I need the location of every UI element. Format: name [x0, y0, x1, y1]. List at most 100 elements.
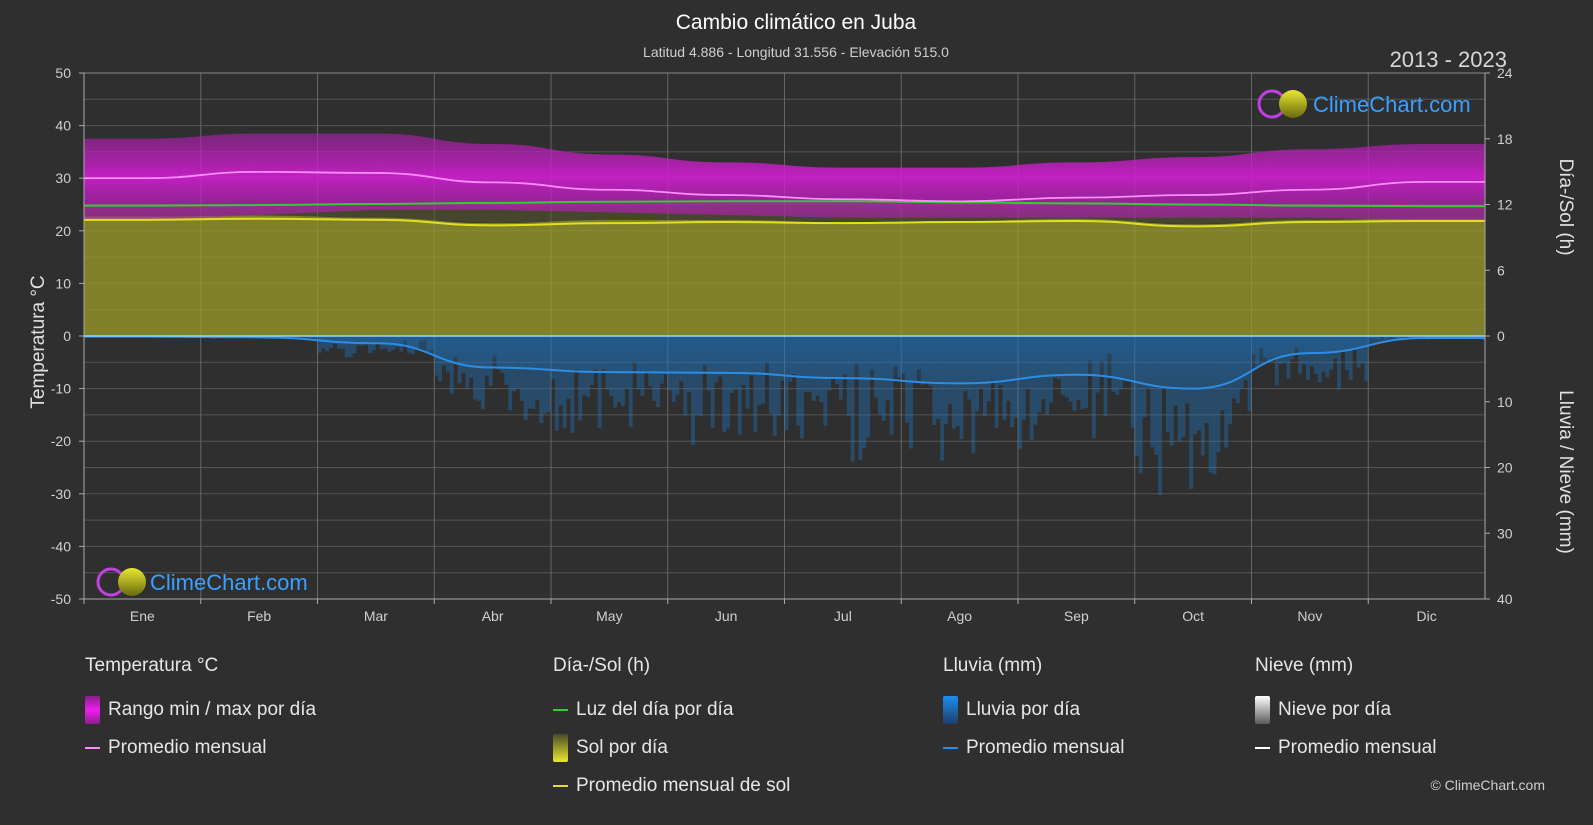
rain-bar — [1134, 336, 1139, 457]
rain-bar — [823, 336, 828, 426]
month-label: Sep — [1064, 608, 1089, 624]
left-tick-label: -10 — [51, 381, 71, 397]
rain-mean-area — [84, 336, 1485, 389]
rain-bar — [1325, 336, 1330, 378]
rain-bar — [971, 336, 976, 454]
legend-label: Promedio mensual de sol — [576, 775, 791, 796]
logo-bottom-left: ClimeChart.com — [96, 567, 308, 597]
rain-bar — [1348, 336, 1353, 380]
legend-item-temp-range: Rango min / max por día — [85, 691, 316, 729]
rain-bar — [1321, 336, 1326, 372]
month-label: Feb — [247, 608, 271, 624]
legend-label: Promedio mensual — [1278, 737, 1437, 758]
rain-bar — [1360, 336, 1365, 364]
rain-bar — [1138, 336, 1143, 474]
legend-item-rain: Lluvia por día — [943, 691, 1124, 729]
rain-bar — [726, 336, 731, 429]
rain-bar — [570, 336, 575, 433]
rain-bar — [554, 336, 559, 431]
rain-bar — [1010, 336, 1015, 428]
rain-bar — [508, 336, 513, 411]
rain-bar — [597, 336, 602, 429]
data-bands — [84, 133, 1485, 495]
legend-rain: Lluvia (mm) Lluvia por día Promedio mens… — [943, 655, 1124, 767]
copyright: © ClimeChart.com — [1430, 777, 1545, 793]
right-tick-mm-label: 20 — [1497, 460, 1513, 476]
left-tick-label: 50 — [55, 65, 71, 81]
legend-label: Sol por día — [576, 737, 668, 758]
left-axis-label: Temperatura °C — [28, 275, 49, 408]
rain-bar — [940, 336, 945, 461]
rain-bar — [449, 336, 454, 394]
rain-bar — [317, 336, 322, 353]
right-axis-top-label: Día-/Sol (h) — [1555, 158, 1576, 255]
left-tick-label: 40 — [55, 118, 71, 134]
legend-item-rain-mean: Promedio mensual — [943, 729, 1124, 767]
rain-bar — [531, 336, 536, 410]
logo-top-right: ClimeChart.com — [1257, 89, 1471, 119]
sun-mean-swatch — [553, 785, 568, 787]
rain-bar — [1274, 336, 1279, 386]
rain-bar — [1189, 336, 1194, 489]
rain-bar — [909, 336, 913, 449]
right-tick-hours-label: 24 — [1497, 65, 1513, 81]
rain-bar — [866, 336, 871, 438]
logo-sun-icon — [118, 568, 146, 596]
rain-bar — [527, 336, 532, 409]
rain-bar — [321, 336, 326, 349]
temperature-range-band — [84, 133, 1485, 221]
legend-item-snow-mean: Promedio mensual — [1255, 729, 1436, 767]
left-tick-label: -20 — [51, 433, 71, 449]
month-label: Ene — [130, 608, 155, 624]
right-tick-hours-label: 6 — [1497, 262, 1505, 278]
rain-bar — [523, 336, 528, 421]
rain-bar — [1212, 336, 1217, 475]
right-tick-mm-label: 40 — [1497, 591, 1513, 607]
rain-bar — [1018, 336, 1022, 449]
rain-bar — [325, 336, 330, 352]
rain-bar — [850, 336, 855, 462]
rain-bar — [862, 336, 867, 448]
legend-temperature: Temperatura °C Rango min / max por día P… — [85, 655, 316, 767]
rain-bar — [480, 336, 485, 410]
rain-swatch — [943, 696, 958, 724]
month-label: Oct — [1182, 608, 1204, 624]
legend-heading: Lluvia (mm) — [943, 655, 1043, 676]
rain-bar — [1154, 336, 1159, 455]
right-tick-hours-label: 18 — [1497, 131, 1513, 147]
legend-heading: Día-/Sol (h) — [553, 655, 651, 676]
month-label: Jun — [715, 608, 738, 624]
legend-label: Lluvia por día — [966, 699, 1081, 720]
legend: Temperatura °C Rango min / max por día P… — [0, 655, 1593, 825]
rain-bar — [1344, 336, 1349, 371]
legend-label: Promedio mensual — [108, 737, 267, 758]
rain-bar — [737, 336, 742, 435]
logo-text: ClimeChart.com — [1313, 92, 1471, 117]
rain-bar — [959, 336, 964, 439]
legend-label: Rango min / max por día — [108, 699, 317, 720]
rain-bar — [578, 336, 583, 421]
daylight-swatch — [553, 709, 568, 711]
rain-bar — [1091, 336, 1096, 439]
legend-label: Luz del día por día — [576, 699, 734, 720]
rain-mean-line — [84, 335, 1485, 390]
rain-bar — [1033, 336, 1038, 425]
legend-item-sun: Sol por día — [553, 729, 790, 767]
rain-bar — [1298, 336, 1303, 374]
sunshine-mean-line — [83, 217, 1485, 228]
left-tick-label: -30 — [51, 486, 71, 502]
temperature-mean-line — [84, 170, 1485, 203]
left-tick-label: -40 — [51, 538, 71, 554]
left-tick-label: 10 — [55, 275, 71, 291]
temp-mean-swatch — [85, 747, 100, 749]
rain-bar — [858, 336, 863, 460]
rain-bar — [1150, 336, 1155, 448]
rain-bar — [784, 336, 789, 431]
temp-range-swatch — [85, 696, 100, 724]
rain-bar — [1313, 336, 1318, 375]
legend-heading: Temperatura °C — [85, 655, 219, 676]
rain-bar — [628, 336, 633, 427]
rain-bar — [352, 336, 357, 354]
logo-text: ClimeChart.com — [150, 570, 308, 595]
